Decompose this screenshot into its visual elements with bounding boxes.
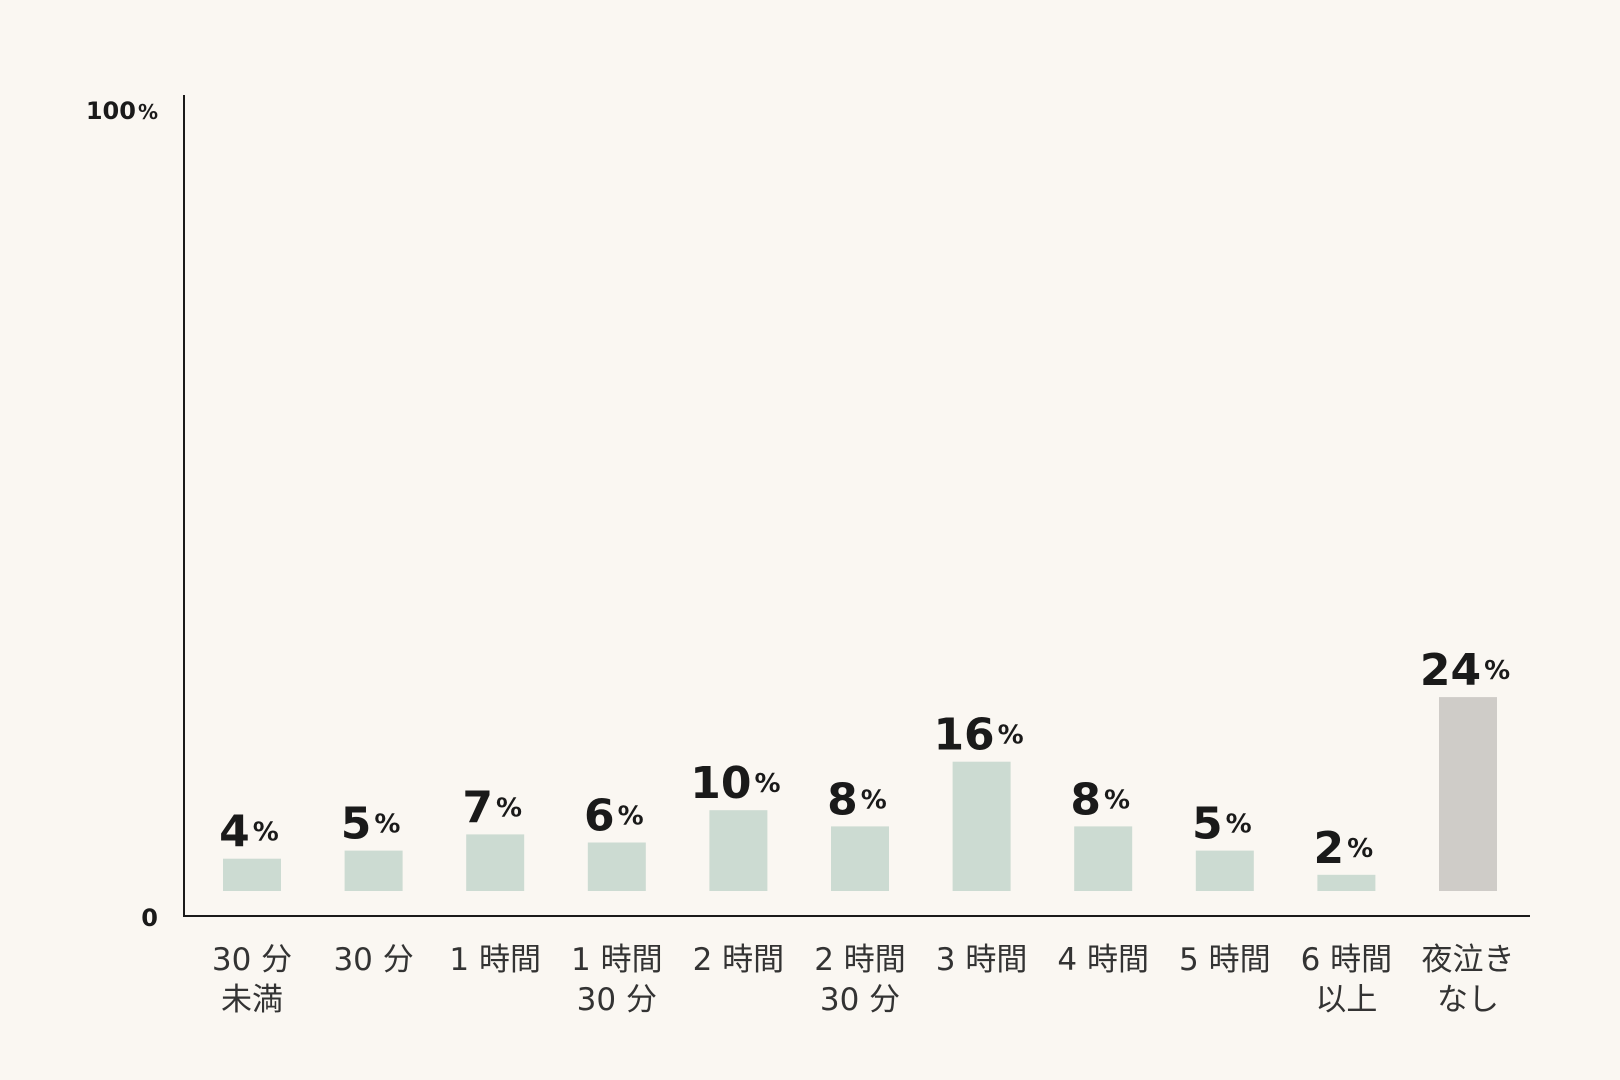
category-label: 4 時間 — [1057, 942, 1149, 978]
value-unit: % — [1104, 785, 1130, 815]
value-number: 24 — [1420, 645, 1481, 696]
y-tick-label: 0 — [141, 904, 158, 932]
value-labels: 4% 5% 7% 6 %10% 8 %16 %8% 5% 2 %24% — [219, 645, 1510, 874]
value-number: 6 — [584, 791, 615, 842]
category-label: 30 分 — [333, 942, 413, 978]
value-unit: % — [1226, 810, 1252, 840]
value-label: 7% — [462, 782, 522, 833]
value-unit: % — [618, 802, 644, 832]
value-unit: % — [374, 810, 400, 840]
value-unit: % — [253, 818, 279, 848]
bar — [952, 761, 1011, 891]
category-label: 6 時間 — [1301, 942, 1393, 978]
y-tick-labels: 0 100% — [86, 97, 158, 932]
y-tick-label: 100% — [86, 97, 158, 125]
y-tick-unit: % — [138, 100, 158, 124]
bar — [831, 826, 889, 891]
value-label: 8% — [1070, 774, 1130, 825]
value-label: 16% — [933, 710, 1023, 761]
bar — [466, 834, 525, 891]
bar — [1439, 697, 1497, 891]
category-label: 1 時間 — [449, 942, 541, 978]
value-number: 16 — [933, 710, 994, 761]
value-label: 5% — [341, 799, 401, 850]
category-label: 未満 — [221, 982, 283, 1018]
bar — [1195, 850, 1254, 891]
bar — [344, 850, 403, 891]
bar — [1317, 874, 1376, 891]
category-label: 5 時間 — [1179, 942, 1271, 978]
value-label: 6% — [584, 791, 644, 842]
category-label: 2 時間 — [693, 942, 785, 978]
bar — [1074, 826, 1133, 891]
category-label: 30 分 — [212, 942, 292, 978]
value-unit: % — [1347, 834, 1373, 864]
value-number: 10 — [690, 758, 751, 809]
value-number: 4 — [219, 807, 250, 858]
value-label: 24% — [1420, 645, 1510, 696]
value-number: 7 — [462, 782, 493, 833]
category-label: なし — [1437, 982, 1499, 1018]
y-tick-text: 100 — [86, 97, 136, 125]
category-label: 30 分 — [820, 982, 900, 1018]
y-tick-text: 0 — [141, 904, 158, 932]
value-label: 10% — [690, 758, 780, 809]
value-label: 8% — [827, 774, 887, 825]
value-number: 5 — [341, 799, 372, 850]
value-label: 4% — [219, 807, 279, 858]
value-unit: % — [861, 785, 887, 815]
value-unit: % — [998, 721, 1024, 751]
category-label: 2 時間 — [814, 942, 906, 978]
category-label: 3 時間 — [936, 942, 1028, 978]
bars — [223, 697, 1497, 891]
bar — [223, 858, 281, 891]
value-number: 8 — [827, 774, 858, 825]
value-label: 5% — [1192, 799, 1252, 850]
value-unit: % — [496, 793, 522, 823]
value-number: 8 — [1070, 774, 1101, 825]
category-label: 30 分 — [577, 982, 657, 1018]
bar — [587, 842, 646, 891]
category-label: 夜泣き — [1422, 942, 1515, 978]
category-label: 1 時間 — [571, 942, 663, 978]
value-label: 2% — [1314, 823, 1374, 874]
value-number: 5 — [1192, 799, 1223, 850]
category-label: 以上 — [1315, 982, 1377, 1018]
bar — [709, 810, 768, 891]
value-unit: % — [754, 769, 780, 799]
value-unit: % — [1484, 656, 1510, 686]
value-number: 2 — [1314, 823, 1345, 874]
